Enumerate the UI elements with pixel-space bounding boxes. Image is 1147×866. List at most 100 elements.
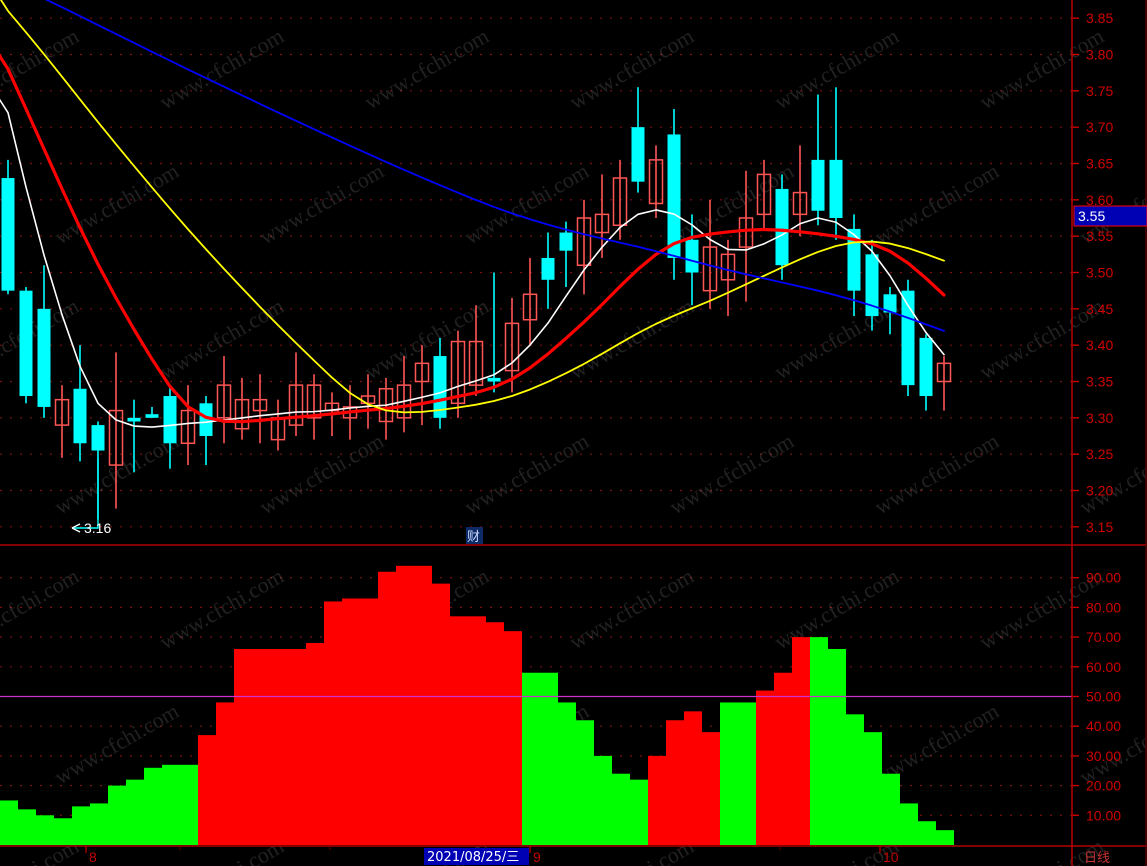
candlestick[interactable] bbox=[792, 145, 808, 237]
oscillator-bar[interactable] bbox=[576, 720, 594, 845]
oscillator-bar[interactable] bbox=[360, 598, 378, 845]
oscillator-bar[interactable] bbox=[432, 583, 450, 845]
price-tick-label[interactable]: 3.45 bbox=[1086, 301, 1113, 317]
oscillator-bar[interactable] bbox=[612, 773, 630, 845]
price-tick-label[interactable]: 3.25 bbox=[1086, 446, 1113, 462]
current-price-chip-bg[interactable] bbox=[1073, 205, 1147, 227]
candlestick[interactable] bbox=[865, 239, 879, 331]
price-tick-label[interactable]: 3.15 bbox=[1086, 519, 1113, 535]
oscillator-bar[interactable] bbox=[846, 714, 864, 845]
oscillator-bar[interactable] bbox=[234, 648, 252, 845]
oscillator-bar[interactable] bbox=[270, 648, 288, 845]
oscillator-bar[interactable] bbox=[648, 755, 666, 845]
oscillator-bar[interactable] bbox=[90, 803, 108, 845]
candlestick[interactable] bbox=[234, 377, 250, 440]
candlestick[interactable] bbox=[504, 297, 520, 393]
price-tick-label[interactable]: 3.70 bbox=[1086, 119, 1113, 135]
oscillator-bar[interactable] bbox=[198, 735, 216, 845]
x-tick-label[interactable]: 8 bbox=[89, 849, 97, 865]
price-tick-label[interactable]: 3.75 bbox=[1086, 83, 1113, 99]
candlestick[interactable] bbox=[775, 174, 789, 280]
oscillator-bar[interactable] bbox=[414, 565, 432, 845]
candlestick[interactable] bbox=[450, 330, 466, 418]
candlestick[interactable] bbox=[145, 406, 159, 418]
indicator-tick-label[interactable]: 50.00 bbox=[1086, 689, 1121, 705]
indicator-tick-label[interactable]: 30.00 bbox=[1086, 748, 1121, 764]
candlestick[interactable] bbox=[19, 287, 33, 404]
current-date-chip[interactable]: 2021/08/25/三 bbox=[424, 848, 529, 865]
period-label-group[interactable]: 日线 bbox=[1084, 851, 1110, 866]
price-tick-label[interactable]: 3.85 bbox=[1086, 10, 1113, 26]
candlestick[interactable] bbox=[54, 385, 70, 458]
candlestick[interactable] bbox=[487, 272, 501, 393]
oscillator-bar[interactable] bbox=[792, 637, 810, 845]
oscillator-bar[interactable] bbox=[36, 815, 54, 845]
oscillator-bar[interactable] bbox=[396, 565, 414, 845]
candlestick[interactable] bbox=[37, 265, 51, 418]
oscillator-bar[interactable] bbox=[522, 672, 540, 845]
oscillator-bar[interactable] bbox=[918, 821, 936, 845]
oscillator-bar[interactable] bbox=[882, 773, 900, 845]
oscillator-bar[interactable] bbox=[504, 631, 522, 845]
price-tick-label[interactable]: 3.20 bbox=[1086, 483, 1113, 499]
candlestick[interactable] bbox=[738, 170, 754, 302]
oscillator-bar[interactable] bbox=[468, 616, 486, 845]
price-tick-label[interactable]: 3.50 bbox=[1086, 265, 1113, 281]
candlestick[interactable] bbox=[811, 94, 825, 226]
oscillator-bar[interactable] bbox=[594, 755, 612, 845]
candlestick[interactable] bbox=[847, 214, 861, 317]
oscillator-bar[interactable] bbox=[0, 800, 18, 845]
candlestick[interactable] bbox=[901, 279, 915, 397]
candlestick[interactable] bbox=[702, 199, 718, 309]
price-axis-labels[interactable]: 3.85 3.80 3.75 3.70 3.65 3.60 3.55 3.50 3.45 3.40… bbox=[1086, 10, 1113, 535]
oscillator-bar[interactable] bbox=[630, 779, 648, 845]
oscillator-bar[interactable] bbox=[54, 818, 72, 845]
price-tick-label[interactable]: 3.55 bbox=[1086, 228, 1113, 244]
candlestick[interactable] bbox=[288, 352, 304, 436]
candlestick[interactable] bbox=[522, 257, 538, 346]
oscillator-bar[interactable] bbox=[828, 648, 846, 845]
candlestick[interactable] bbox=[594, 174, 610, 258]
candlestick[interactable] bbox=[919, 334, 933, 411]
candlestick[interactable] bbox=[1, 159, 15, 295]
price-tick-label[interactable]: 3.40 bbox=[1086, 337, 1113, 353]
oscillator-bar[interactable] bbox=[108, 785, 126, 845]
oscillator-bar[interactable] bbox=[252, 648, 270, 845]
current-date-chip-bg[interactable] bbox=[424, 848, 529, 865]
price-tick-label[interactable]: 3.80 bbox=[1086, 47, 1113, 63]
oscillator-bar[interactable] bbox=[756, 690, 774, 845]
candlestick[interactable] bbox=[667, 109, 681, 280]
oscillator-bar[interactable] bbox=[684, 711, 702, 845]
indicator-axis-labels[interactable]: 90.00 80.00 70.00 60.00 50.00 40.00 30.00 20.00… bbox=[1086, 570, 1121, 824]
indicator-tick-label[interactable]: 20.00 bbox=[1086, 778, 1121, 794]
price-tick-label[interactable]: 3.35 bbox=[1086, 374, 1113, 390]
candlestick[interactable] bbox=[612, 159, 628, 240]
x-tick-label[interactable]: 9 bbox=[533, 849, 541, 865]
oscillator-bar[interactable] bbox=[540, 672, 558, 845]
oscillator-bar[interactable] bbox=[144, 767, 162, 845]
oscillator-bar[interactable] bbox=[864, 732, 882, 845]
oscillator-bar[interactable] bbox=[774, 672, 792, 845]
candlestick[interactable] bbox=[756, 159, 772, 229]
candlestick[interactable] bbox=[576, 199, 592, 295]
oscillator-bar[interactable] bbox=[378, 571, 396, 845]
oscillator-bar[interactable] bbox=[936, 830, 954, 845]
candlestick[interactable] bbox=[216, 356, 232, 444]
oscillator-bar[interactable] bbox=[450, 616, 468, 845]
oscillator-bar[interactable] bbox=[486, 622, 504, 845]
candlestick[interactable] bbox=[180, 385, 196, 466]
candlestick[interactable] bbox=[108, 352, 124, 509]
candlestick[interactable] bbox=[883, 287, 897, 335]
oscillator-bar[interactable] bbox=[738, 702, 756, 845]
candlestick[interactable] bbox=[631, 87, 645, 193]
price-tick-label[interactable]: 3.65 bbox=[1086, 156, 1113, 172]
indicator-tick-label[interactable]: 10.00 bbox=[1086, 807, 1121, 823]
oscillator-bar[interactable] bbox=[900, 803, 918, 845]
price-tick-label[interactable]: 3.60 bbox=[1086, 192, 1113, 208]
oscillator-bar[interactable] bbox=[288, 648, 306, 845]
oscillator-bar[interactable] bbox=[810, 637, 828, 845]
oscillator-bar[interactable] bbox=[126, 779, 144, 845]
indicator-tick-label[interactable]: 70.00 bbox=[1086, 629, 1121, 645]
oscillator-bar[interactable] bbox=[324, 601, 342, 845]
